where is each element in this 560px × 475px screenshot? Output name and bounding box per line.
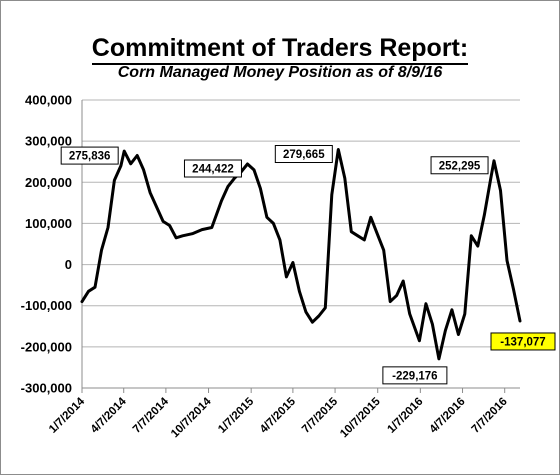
x-tick-label: 7/7/2015	[300, 395, 341, 436]
x-tick-label: 1/7/2015	[216, 395, 257, 436]
y-tick-label: 0	[65, 257, 72, 272]
data-label: -137,077	[500, 336, 545, 348]
x-tick-label: 4/7/2014	[89, 395, 130, 436]
y-tick-label: 400,000	[25, 93, 72, 108]
x-tick-label: 1/7/2014	[47, 395, 88, 436]
data-label-box	[60, 146, 119, 165]
data-label-box	[382, 366, 448, 385]
series-line	[80, 148, 522, 361]
y-tick-label: -200,000	[21, 339, 72, 354]
chart-subtitle: Corn Managed Money Position as of 8/9/16	[117, 64, 443, 81]
x-tick-label: 4/7/2015	[258, 395, 299, 436]
y-tick-label: 100,000	[25, 216, 72, 231]
data-label: 252,295	[439, 160, 481, 172]
y-tick-label: 300,000	[25, 134, 72, 149]
y-tick-label: -300,000	[21, 381, 72, 396]
y-tick-label: 200,000	[25, 175, 72, 190]
x-tick-label: 7/7/2014	[131, 395, 172, 436]
data-label-box	[430, 156, 489, 175]
data-label: -229,176	[392, 370, 437, 382]
x-tick-label: 10/7/2014	[169, 395, 214, 440]
chart-title: Commitment of Traders Report:	[0, 34, 560, 65]
data-label: 275,836	[69, 151, 111, 163]
y-tick-label: -100,000	[21, 298, 72, 313]
x-tick-label: 4/7/2016	[428, 396, 468, 436]
data-label-box	[490, 332, 556, 351]
x-tick-label: 10/7/2015	[338, 395, 383, 440]
data-label: 244,422	[192, 164, 234, 176]
data-label-box	[274, 145, 333, 164]
data-label: 279,665	[283, 149, 325, 161]
x-tick-label: 7/7/2016	[470, 396, 510, 436]
data-label-box	[183, 159, 242, 178]
x-tick-label: 1/7/2016	[385, 396, 425, 436]
